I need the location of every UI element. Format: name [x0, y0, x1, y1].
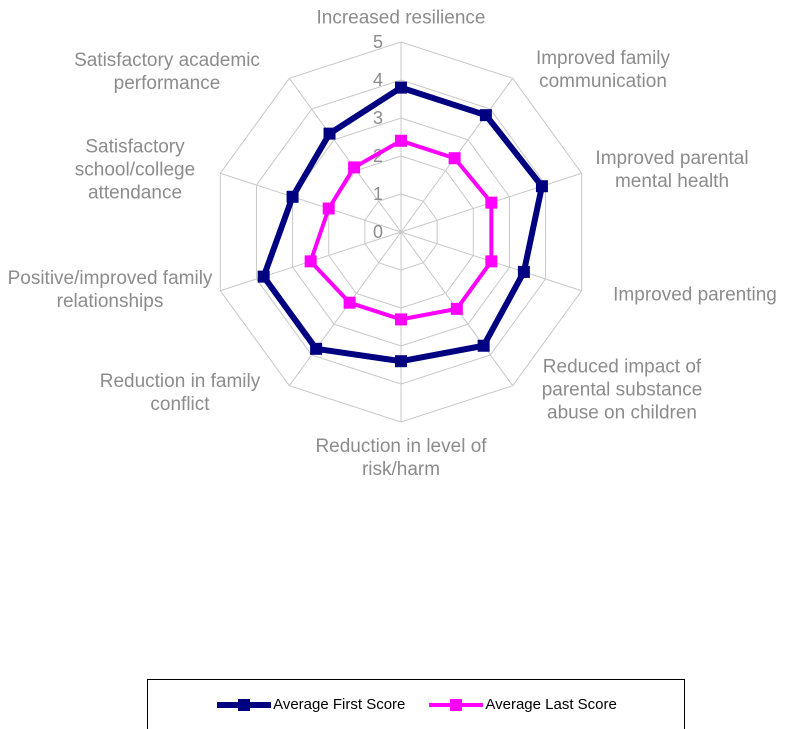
legend-marker — [238, 698, 251, 711]
marker — [323, 127, 336, 140]
marker — [257, 270, 270, 283]
legend-label: Average Last Score — [485, 696, 617, 713]
category-label: Reduction in level of risk/harm — [315, 436, 487, 480]
marker — [395, 313, 407, 326]
marker — [450, 302, 463, 315]
marker — [517, 265, 530, 278]
category-label: Satisfactory academic performance — [74, 50, 260, 94]
marker — [348, 161, 361, 174]
category-label: Increased resilience — [316, 7, 486, 29]
legend-item: Average Last Score — [427, 696, 617, 713]
marker — [485, 255, 498, 268]
category-label: Satisfactory school/college attendance — [74, 136, 196, 204]
marker — [395, 81, 407, 94]
marker — [304, 255, 317, 268]
category-label: Positive/improved family relationships — [7, 268, 213, 312]
category-label: Improved family communication — [535, 48, 671, 92]
spoke — [220, 172, 402, 233]
legend-icon — [217, 698, 272, 711]
legend-item: Average First Score — [215, 696, 405, 713]
tick-label: 1 — [373, 184, 383, 204]
marker — [479, 109, 492, 122]
legend: Average First Score Average Last Score — [147, 679, 685, 729]
marker — [535, 180, 548, 193]
category-label: Reduced impact of parental substance abu… — [541, 356, 703, 424]
marker — [310, 342, 323, 355]
category-label: Improved parenting — [613, 284, 777, 306]
tick-label: 5 — [373, 32, 383, 52]
marker — [286, 190, 299, 203]
marker — [477, 339, 490, 352]
marker — [395, 355, 407, 368]
spoke — [288, 231, 402, 387]
marker — [448, 152, 461, 165]
category-label: Improved parental mental health — [595, 148, 749, 192]
legend-icon — [429, 698, 484, 711]
tick-label: 4 — [373, 70, 383, 90]
tick-label: 3 — [373, 108, 383, 128]
legend-marker — [450, 698, 463, 711]
marker — [395, 134, 407, 147]
spoke — [288, 77, 402, 233]
marker — [343, 296, 356, 309]
marker — [485, 196, 498, 209]
tick-label: 0 — [373, 222, 383, 242]
legend-label: Average First Score — [273, 696, 406, 713]
category-label: Reduction in family conflict — [99, 371, 261, 415]
marker — [322, 202, 335, 215]
